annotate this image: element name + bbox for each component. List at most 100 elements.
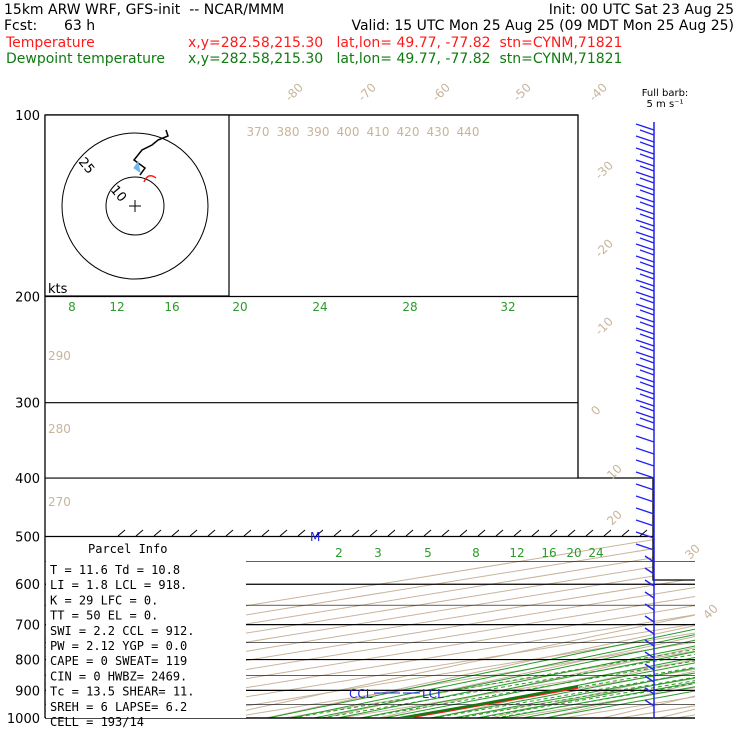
wind-barb-feather	[639, 273, 655, 280]
wind-barb-feather	[639, 201, 655, 208]
wind-barb	[635, 435, 655, 443]
wind-legend-line2: 5 m s⁻¹	[647, 99, 684, 110]
wind-barb	[635, 315, 655, 323]
isotherm-line	[204, 115, 695, 718]
mixing-ratio-label-lower: 12	[509, 546, 524, 560]
dewpoint-location-info: x,y=282.58,215.30 lat,lon= 49.77, -77.82…	[188, 51, 623, 67]
pressure-tick-label: 100	[15, 109, 40, 124]
level-tick	[243, 529, 252, 537]
wind-barb	[635, 291, 655, 299]
isotherm-label-right: 20	[604, 507, 625, 528]
wind-barb-feather	[639, 261, 655, 268]
moist-adiabat-line	[474, 268, 695, 718]
hodograph-ring-outer	[61, 132, 209, 280]
dry-adiabat-line	[208, 115, 695, 718]
wind-barb	[635, 255, 655, 263]
wind-barb	[644, 627, 655, 635]
wind-barb	[635, 495, 655, 503]
wind-barb	[635, 483, 655, 491]
level-tick	[153, 529, 162, 537]
wind-barb	[635, 207, 655, 215]
moist-adiabat-line	[429, 268, 695, 718]
hodograph-trace	[132, 129, 169, 176]
wind-barb-feather	[639, 225, 655, 232]
isotherm-label-top: -50	[510, 80, 534, 104]
wind-barb	[644, 651, 655, 659]
moist-adiabat-line	[407, 268, 695, 718]
wind-barb-feather	[639, 345, 655, 352]
theta-label-top: 430	[427, 125, 450, 139]
level-tick	[225, 529, 234, 537]
wind-barb	[635, 195, 655, 203]
wind-barb	[635, 327, 655, 335]
wind-barb	[635, 123, 655, 131]
level-tick	[441, 529, 450, 537]
isotherm-line	[45, 115, 695, 718]
level-tick	[585, 529, 594, 537]
forecast-hour: 63 h	[64, 18, 96, 34]
dewpoint-legend-label: Dewpoint temperature	[6, 51, 165, 67]
wind-barb-feather	[639, 357, 655, 364]
temperature-location-info: x,y=282.58,215.30 lat,lon= 49.77, -77.82…	[188, 35, 623, 51]
model-title: 15km ARW WRF, GFS-init -- NCAR/MMM	[4, 2, 285, 18]
parcel-info-row: T = 11.6 Td = 10.8	[50, 563, 180, 577]
dry-adiabat-line	[151, 115, 695, 718]
isotherm-label-right: 30	[682, 541, 703, 562]
level-tick	[117, 529, 126, 537]
pressure-tick-label: 700	[15, 619, 40, 634]
level-tick	[423, 529, 432, 537]
mixing-ratio-line	[291, 536, 695, 718]
level-tick	[315, 529, 324, 537]
wind-barb-feather	[639, 189, 655, 196]
isotherm-line	[45, 115, 695, 718]
theta-label-top: 370	[247, 125, 270, 139]
parcel-info-row: CIN = 0 HWBZ= 2469.	[50, 669, 187, 683]
level-tick	[387, 529, 396, 537]
pressure-tick-label: 500	[15, 530, 40, 545]
mixing-ratio-line	[433, 536, 695, 718]
moist-adiabat-line	[317, 268, 695, 718]
dry-adiabat-line	[321, 115, 695, 718]
isotherm-label-top: -80	[282, 80, 306, 104]
moist-adiabat-line	[272, 268, 695, 718]
wind-barb	[635, 471, 655, 479]
wind-barb-feather	[639, 369, 655, 376]
pressure-tick-label: 300	[15, 397, 40, 412]
temperature-profile	[404, 686, 578, 718]
level-tick	[603, 529, 612, 537]
wind-barb	[644, 567, 655, 575]
wind-barb-feather	[639, 393, 655, 400]
wind-barb	[635, 279, 655, 287]
level-tick	[459, 529, 468, 537]
wind-barb	[635, 363, 655, 371]
parcel-info-box: Parcel Info T = 11.6 Td = 10.8LI = 1.8 LC…	[46, 538, 246, 729]
wind-barb	[644, 699, 655, 707]
isotherm-line	[260, 115, 695, 718]
theta-label-left: 290	[48, 349, 71, 363]
parcel-info-background	[46, 538, 246, 718]
wind-barb	[644, 579, 655, 587]
moist-adiabat-line	[384, 268, 695, 718]
wind-barb	[635, 171, 655, 179]
wind-barb	[644, 675, 655, 683]
wind-barb	[635, 351, 655, 359]
level-tick	[279, 529, 288, 537]
mixing-ratio-label-lower: 2	[335, 546, 343, 560]
wind-barb	[635, 399, 655, 407]
theta-label-left: 270	[48, 495, 71, 509]
wind-barb-feather	[639, 321, 655, 328]
wind-barb-feather	[639, 249, 655, 256]
isotherm-label-top: -70	[355, 80, 379, 104]
wind-barb	[635, 387, 655, 395]
mixing-ratio-line	[360, 536, 695, 718]
isotherm-label-right: 40	[700, 601, 721, 622]
wind-barb	[644, 663, 655, 671]
parcel-info-title: Parcel Info	[88, 542, 167, 556]
dry-adiabat-line	[719, 87, 740, 730]
isotherm-line	[45, 115, 695, 718]
isotherm-label-right: -30	[592, 158, 616, 182]
mixing-ratio-line	[495, 536, 695, 718]
wind-barb-feather	[639, 129, 655, 136]
mixing-ratio-label-lower: 3	[374, 546, 382, 560]
